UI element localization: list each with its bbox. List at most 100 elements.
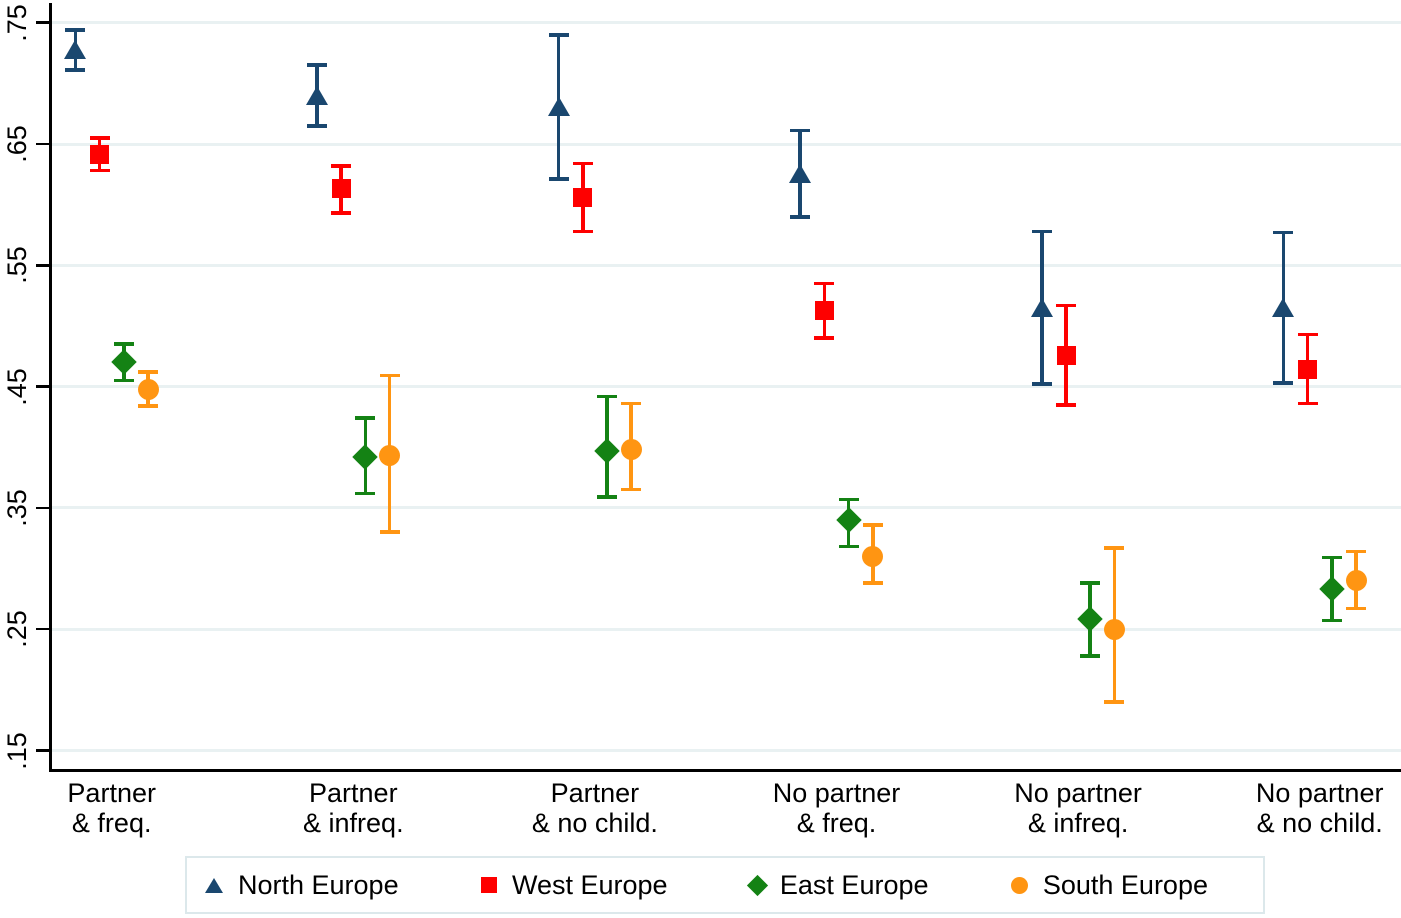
error-bar-cap-bottom xyxy=(89,168,110,173)
gridline xyxy=(51,749,1401,752)
error-bar-cap-bottom xyxy=(138,404,158,408)
legend-item: North Europe xyxy=(205,869,399,900)
error-bar-cap-top xyxy=(1080,581,1101,585)
data-point-marker-circle xyxy=(620,439,642,461)
data-point-marker-circle xyxy=(1345,570,1367,592)
error-bar-cap-bottom xyxy=(1080,654,1101,658)
error-bar-cap-top xyxy=(1273,230,1294,235)
error-bar-cap-top xyxy=(1346,549,1366,554)
error-bar-cap-top xyxy=(597,394,617,399)
error-bar-cap-bottom xyxy=(1031,382,1052,386)
data-point-marker-circle xyxy=(379,445,401,467)
x-category-label: Partner & infreq. xyxy=(303,778,404,838)
error-bar-cap-bottom xyxy=(838,544,859,549)
x-axis-line xyxy=(49,769,1401,772)
error-bar-cap-top xyxy=(862,523,883,527)
data-point-marker-square xyxy=(814,300,834,320)
data-point-marker-circle xyxy=(137,378,159,400)
data-point-marker-diamond xyxy=(1319,576,1345,602)
data-point-marker-square xyxy=(90,145,110,165)
legend-label: East Europe xyxy=(779,869,929,900)
data-point-marker-square xyxy=(1298,360,1318,380)
error-bar-cap-top xyxy=(838,497,859,502)
data-point-marker-circle xyxy=(862,545,884,567)
data-point-marker-square xyxy=(331,179,351,199)
error-bar-cap-top xyxy=(621,401,642,406)
data-point-marker-triangle xyxy=(1272,298,1295,318)
error-bar-cap-top xyxy=(355,416,376,420)
error-bar-cap-top xyxy=(307,63,327,67)
data-point-marker-triangle xyxy=(306,85,328,105)
error-bar-cap-bottom xyxy=(790,215,811,219)
data-point-marker-square xyxy=(573,187,593,207)
y-axis-tick xyxy=(36,264,50,267)
error-bar-cap-top xyxy=(572,161,593,166)
legend-circle-icon xyxy=(1010,876,1028,894)
x-category-label: No partner & infreq. xyxy=(1014,778,1142,838)
data-point-marker-diamond xyxy=(352,444,379,470)
y-axis-tick xyxy=(36,627,50,631)
gridline xyxy=(51,385,1401,389)
x-category-label: Partner & freq. xyxy=(67,778,156,838)
x-category-label: No partner & freq. xyxy=(772,778,901,838)
data-point-marker-square xyxy=(1056,345,1076,365)
y-tick-label: .65 xyxy=(2,125,32,163)
legend-label: West Europe xyxy=(511,869,668,900)
error-bar-cap-bottom xyxy=(355,491,376,496)
y-axis-tick xyxy=(36,749,50,752)
y-axis-tick xyxy=(36,385,50,388)
y-axis-tick xyxy=(36,506,50,510)
error-bar-cap-bottom xyxy=(572,229,593,234)
error-bar-cap-top xyxy=(65,28,86,32)
error-bar-cap-bottom xyxy=(814,336,835,340)
x-category-label: No partner & no child. xyxy=(1255,778,1384,838)
y-tick-label: .45 xyxy=(2,367,32,406)
error-bar-cap-bottom xyxy=(65,68,86,72)
data-point-marker-triangle xyxy=(1030,298,1053,318)
error-bar-cap-bottom xyxy=(307,124,327,128)
error-bar-cap-bottom xyxy=(862,581,883,585)
error-bar-cap-top xyxy=(379,373,400,378)
error-bar-cap-top xyxy=(1056,303,1076,308)
gridline xyxy=(51,263,1401,267)
legend-square-icon xyxy=(480,877,497,893)
error-bar-cap-bottom xyxy=(1273,381,1294,385)
error-bar-cap-top xyxy=(89,136,110,140)
error-bar-cap-bottom xyxy=(1321,618,1342,623)
error-bar-cap-bottom xyxy=(1346,606,1366,611)
legend-item: East Europe xyxy=(746,869,929,900)
error-bar-cap-top xyxy=(1297,332,1318,337)
error-bar-cap-top xyxy=(790,128,811,133)
legend-triangle-icon xyxy=(205,877,223,893)
gridline xyxy=(51,506,1401,510)
legend: North Europe West Europe East Europe South … xyxy=(185,856,1265,914)
data-point-marker-triangle xyxy=(64,39,87,59)
y-tick-label: .15 xyxy=(2,731,32,770)
data-point-marker-circle xyxy=(1103,618,1125,640)
y-tick-label: .25 xyxy=(2,610,32,648)
error-bar-cap-top xyxy=(1031,229,1052,234)
x-category-label: Partner & no child. xyxy=(531,778,658,838)
plot-area: .75 .65 .55 .45 .35 .25 .15 xyxy=(2,3,1401,772)
error-bar-cap-bottom xyxy=(379,530,400,534)
legend-label: South Europe xyxy=(1042,869,1208,900)
legend-label: North Europe xyxy=(238,869,399,900)
error-bar-cap-top xyxy=(1104,546,1125,550)
gridline xyxy=(51,627,1401,631)
error-bar-cap-top xyxy=(331,164,352,168)
error-bar-cap-bottom xyxy=(1056,403,1076,407)
y-tick-label: .35 xyxy=(2,489,32,527)
y-axis-line xyxy=(49,3,52,771)
error-bar-cap-bottom xyxy=(113,378,134,383)
data-point-marker-triangle xyxy=(547,96,570,116)
legend-item: South Europe xyxy=(1010,869,1208,900)
data-point-marker-diamond xyxy=(111,349,137,376)
data-point-marker-diamond xyxy=(594,438,620,464)
data-point-marker-triangle xyxy=(789,163,812,183)
y-axis-tick xyxy=(36,21,50,24)
data-point-marker-diamond xyxy=(835,507,862,533)
error-bar-cap-top xyxy=(814,281,835,286)
error-bar-cap-bottom xyxy=(1297,401,1318,406)
error-bar-cap-bottom xyxy=(548,177,569,181)
